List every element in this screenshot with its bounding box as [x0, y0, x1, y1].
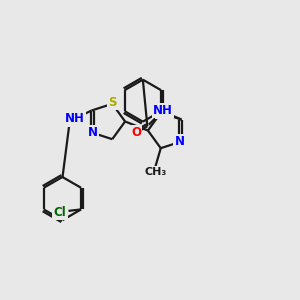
Text: Cl: Cl — [54, 206, 67, 219]
Text: NH: NH — [65, 112, 85, 125]
Text: N: N — [88, 126, 98, 139]
Text: S: S — [157, 105, 165, 118]
Text: S: S — [108, 96, 116, 109]
Text: CH₃: CH₃ — [144, 167, 166, 177]
Text: N: N — [174, 135, 184, 148]
Text: NH: NH — [153, 104, 173, 117]
Text: O: O — [131, 126, 141, 139]
